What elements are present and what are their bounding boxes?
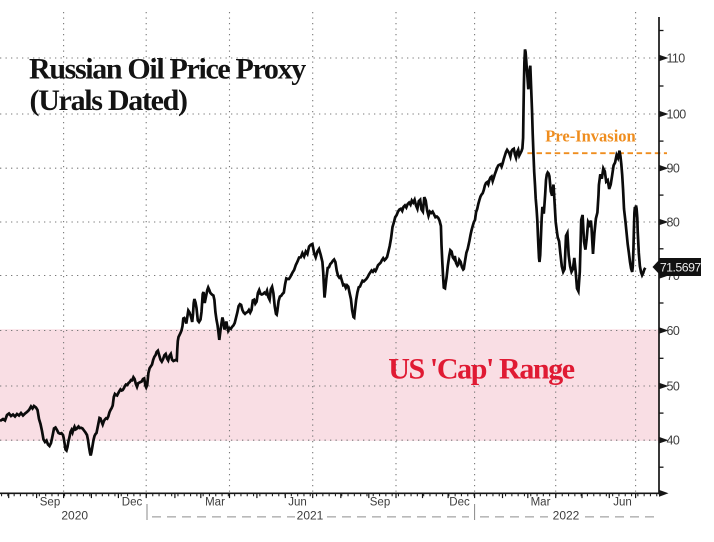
svg-text:Jun: Jun [613, 497, 632, 509]
svg-text:Jun: Jun [288, 497, 307, 509]
svg-text:50: 50 [667, 379, 680, 393]
svg-text:110: 110 [667, 51, 686, 65]
svg-text:80: 80 [667, 215, 680, 229]
svg-text:60: 60 [667, 324, 680, 338]
svg-text:Russian Oil Price Proxy: Russian Oil Price Proxy [29, 53, 306, 86]
svg-text:Sep: Sep [40, 497, 60, 509]
svg-text:71.5697: 71.5697 [660, 261, 702, 275]
svg-text:Dec: Dec [449, 497, 470, 509]
svg-text:(Urals Dated): (Urals Dated) [30, 84, 188, 117]
svg-text:2020: 2020 [61, 509, 88, 523]
svg-text:Dec: Dec [122, 497, 143, 509]
svg-text:Mar: Mar [531, 497, 551, 509]
svg-text:100: 100 [667, 107, 687, 121]
svg-text:40: 40 [667, 434, 680, 448]
svg-text:2022: 2022 [553, 509, 580, 523]
svg-text:90: 90 [667, 162, 680, 176]
svg-text:Mar: Mar [205, 497, 225, 509]
svg-text:US 'Cap' Range: US 'Cap' Range [388, 352, 575, 385]
svg-text:2021: 2021 [297, 509, 324, 523]
svg-text:Pre-Invasion: Pre-Invasion [545, 127, 635, 146]
svg-text:Sep: Sep [370, 497, 390, 509]
